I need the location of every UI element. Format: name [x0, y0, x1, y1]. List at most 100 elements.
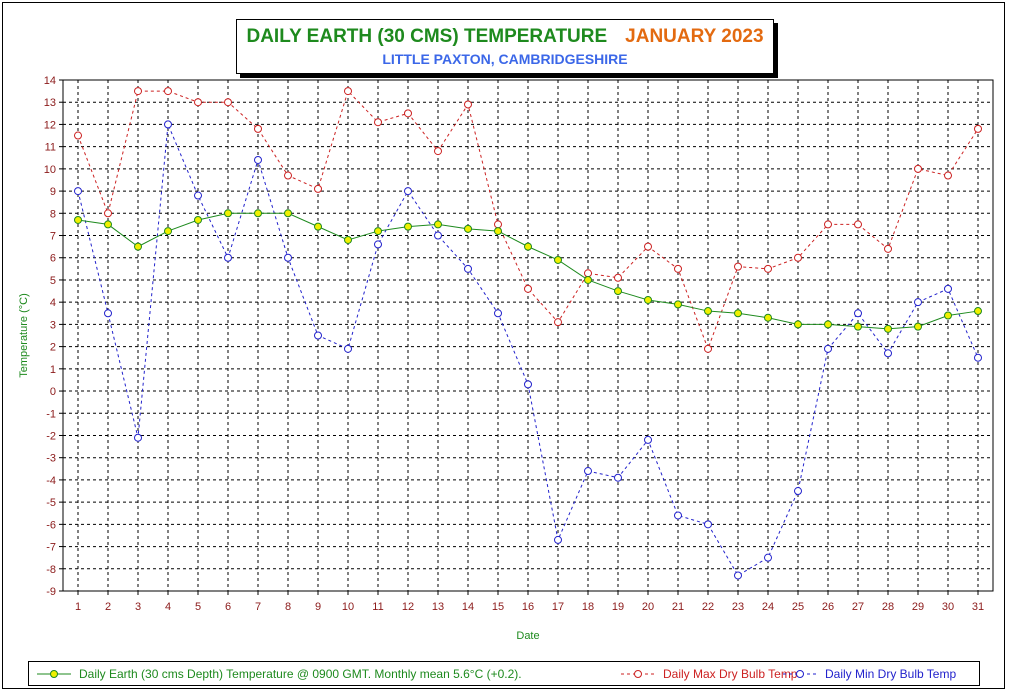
- data-point-min: [554, 535, 562, 544]
- data-point-min: [614, 473, 622, 482]
- data-point-earth: [194, 215, 202, 224]
- x-tick-label: 29: [912, 601, 924, 613]
- y-tick-label: 2: [50, 342, 56, 354]
- data-point-earth: [584, 275, 592, 284]
- x-tick-label: 6: [225, 601, 231, 613]
- data-point-max: [524, 284, 532, 293]
- data-point-earth: [224, 209, 232, 218]
- data-point-earth: [524, 242, 532, 251]
- legend-swatch-max: [621, 670, 655, 678]
- y-tick-label: 13: [44, 97, 56, 109]
- legend-swatch-min: [783, 670, 817, 678]
- x-tick-label: 24: [762, 601, 774, 613]
- data-point-max: [704, 344, 712, 353]
- x-tick-label: 16: [522, 601, 534, 613]
- legend-item-min: Daily Min Dry Bulb Temp: [781, 667, 956, 681]
- data-point-max: [734, 262, 742, 271]
- data-point-min: [644, 435, 652, 444]
- chart-title: DAILY EARTH (30 CMS) TEMPERATURE: [246, 26, 608, 47]
- data-point-earth: [704, 307, 712, 316]
- legend-item-earth: Daily Earth (30 cms Depth) Temperature @…: [35, 667, 522, 681]
- data-point-min: [944, 284, 952, 293]
- data-point-min: [314, 331, 322, 340]
- x-tick-label: 4: [165, 601, 171, 613]
- data-point-max: [344, 87, 352, 96]
- data-point-earth: [614, 287, 622, 296]
- data-point-earth: [134, 242, 142, 251]
- y-tick-label: 7: [50, 231, 56, 243]
- x-tick-label: 22: [702, 601, 714, 613]
- y-tick-label: 8: [50, 208, 56, 220]
- data-point-min: [224, 253, 232, 262]
- y-tick-label: 0: [50, 386, 56, 398]
- data-point-max: [104, 209, 112, 218]
- data-point-earth: [674, 300, 682, 309]
- data-point-earth: [884, 324, 892, 333]
- data-point-earth: [974, 307, 982, 316]
- x-axis-label: Date: [516, 630, 539, 642]
- x-tick-label: 28: [882, 601, 894, 613]
- data-point-max: [794, 253, 802, 262]
- data-point-max: [494, 220, 502, 229]
- y-tick-label: 4: [50, 297, 56, 309]
- data-point-max: [674, 264, 682, 273]
- x-tick-label: 8: [285, 601, 291, 613]
- legend-label-min: Daily Min Dry Bulb Temp: [825, 667, 957, 681]
- data-point-min: [464, 264, 472, 273]
- x-tick-label: 27: [852, 601, 864, 613]
- y-tick-label: -7: [46, 542, 56, 554]
- data-point-earth: [344, 235, 352, 244]
- y-tick-label: -1: [46, 408, 56, 420]
- data-point-max: [194, 98, 202, 107]
- legend-label-max: Daily Max Dry Bulb Temp: [663, 667, 798, 681]
- grid-lines: [63, 80, 993, 591]
- data-point-min: [284, 253, 292, 262]
- legend-label-earth: Daily Earth (30 cms Depth) Temperature @…: [79, 667, 522, 681]
- data-point-earth: [374, 227, 382, 236]
- data-point-earth: [734, 309, 742, 318]
- y-tick-label: 12: [44, 119, 56, 131]
- data-point-earth: [914, 322, 922, 331]
- x-tick-label: 19: [612, 601, 624, 613]
- y-tick-label: 1: [50, 364, 56, 376]
- data-point-max: [914, 164, 922, 173]
- y-tick-label: -6: [46, 519, 56, 531]
- data-point-earth: [824, 320, 832, 329]
- data-point-min: [134, 433, 142, 442]
- data-point-max: [614, 273, 622, 282]
- y-tick-label: 5: [50, 275, 56, 287]
- data-point-max: [554, 318, 562, 327]
- data-point-max: [164, 87, 172, 96]
- y-tick-label: 11: [45, 142, 56, 154]
- data-point-earth: [164, 227, 172, 236]
- x-tick-label: 5: [195, 601, 201, 613]
- data-point-min: [434, 231, 442, 240]
- data-point-min: [794, 487, 802, 496]
- series-max: [74, 87, 982, 353]
- y-tick-label: -5: [46, 497, 56, 509]
- data-point-max: [974, 124, 982, 133]
- x-tick-label: 25: [792, 601, 804, 613]
- y-tick-label: -9: [46, 586, 56, 598]
- data-point-max: [944, 171, 952, 180]
- data-point-earth: [794, 320, 802, 329]
- data-point-max: [374, 118, 382, 127]
- data-point-min: [764, 553, 772, 562]
- data-point-earth: [464, 224, 472, 233]
- x-tick-label: 18: [582, 601, 594, 613]
- x-tick-label: 12: [402, 601, 414, 613]
- x-tick-label: 14: [462, 601, 474, 613]
- data-point-earth: [854, 322, 862, 331]
- series-min: [74, 120, 982, 580]
- data-point-earth: [764, 313, 772, 322]
- data-point-min: [374, 240, 382, 249]
- x-tick-label: 31: [972, 601, 984, 613]
- data-point-earth: [314, 222, 322, 231]
- x-tick-label: 10: [342, 601, 354, 613]
- y-tick-label: -3: [46, 453, 56, 465]
- data-point-max: [434, 147, 442, 156]
- data-point-min: [704, 520, 712, 529]
- x-tick-label: 13: [432, 601, 444, 613]
